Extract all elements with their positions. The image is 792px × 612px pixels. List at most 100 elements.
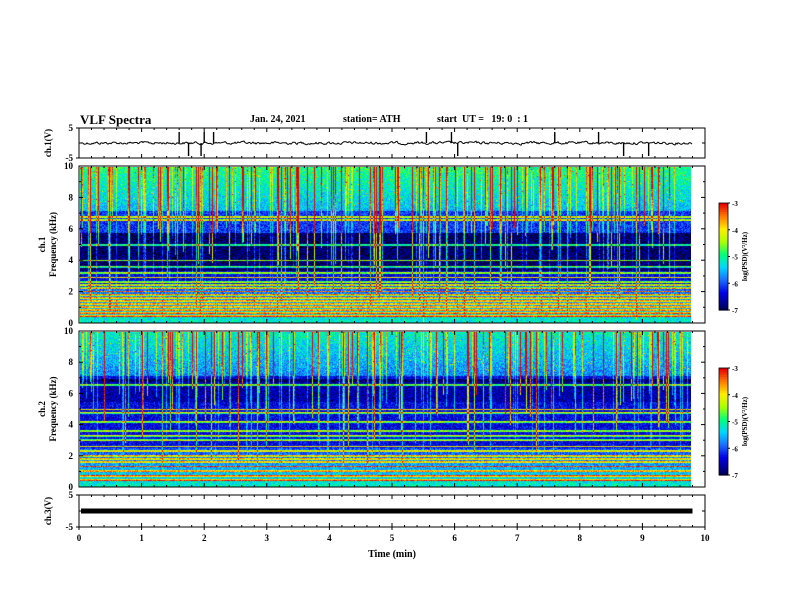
y-tick-label: 0 [69, 318, 74, 328]
colorbar-tick-label: -4 [732, 392, 738, 400]
ch1-waveform-trace [80, 140, 693, 146]
colorbar-swatch [719, 236, 728, 240]
colorbar-swatch [719, 414, 728, 417]
colorbar-swatch [719, 425, 728, 428]
colorbar-swatch [719, 466, 728, 469]
colorbar-swatch [719, 206, 728, 209]
colorbar-swatch [719, 265, 728, 268]
y-tick-label: -5 [66, 522, 74, 532]
colorbar-swatch [719, 252, 728, 256]
colorbar-swatch [719, 204, 728, 208]
x-tick-label: 7 [515, 533, 520, 543]
colorbar-swatch [719, 251, 728, 254]
colorbar-tick-label: -7 [732, 472, 738, 480]
colorbar-label: log(PSD)(V²/Hz) [741, 396, 749, 446]
colorbar-swatch [719, 442, 728, 446]
recording-date: Jan. 24, 2021 [250, 114, 306, 125]
colorbar-swatch [719, 410, 728, 414]
colorbar-tick-label: -3 [732, 200, 738, 208]
colorbar-tick-label: -5 [732, 419, 738, 427]
colorbar-swatch [719, 286, 728, 290]
colorbar-swatch [719, 400, 728, 403]
colorbar-swatch [719, 368, 728, 371]
chart-title: VLF Spectra [80, 112, 152, 127]
colorbar-swatch [719, 304, 728, 308]
colorbar-swatch [719, 439, 728, 442]
colorbar-swatch [719, 263, 728, 267]
colorbar-swatch [719, 297, 728, 300]
x-tick-label: 3 [265, 533, 270, 543]
colorbar-swatch [719, 292, 728, 295]
colorbar-swatch [719, 224, 728, 227]
colorbar-tick-label: -6 [732, 445, 738, 453]
colorbar-swatch [719, 380, 728, 383]
colorbar-swatch [719, 276, 728, 279]
colorbar-swatch [719, 299, 728, 302]
colorbar-swatch [719, 227, 728, 231]
colorbar-swatch [719, 428, 728, 432]
colorbar-swatch [719, 211, 728, 215]
colorbar-swatch [719, 268, 728, 272]
colorbar-swatch [719, 457, 728, 460]
colorbar-swatch [719, 308, 728, 311]
colorbar-swatch [719, 419, 728, 423]
colorbar-swatch [719, 249, 728, 252]
colorbar-swatch [719, 277, 728, 281]
y-tick-label: 6 [69, 388, 74, 398]
x-tick-label: 4 [327, 533, 332, 543]
x-tick-label: 1 [139, 533, 144, 543]
colorbar-swatch [719, 293, 728, 297]
colorbar-tick-label: -7 [732, 307, 738, 315]
colorbar-swatch [719, 417, 728, 421]
x-tick-label: 6 [452, 533, 457, 543]
colorbar-swatch [719, 226, 728, 229]
colorbar-swatch [719, 423, 728, 426]
start-time-label: start UT = 19: 0 : 1 [437, 114, 529, 125]
ch2-frequency-axis-label: Frequency (kHz) [48, 376, 58, 441]
colorbar-swatch [719, 467, 728, 471]
y-tick-label: 8 [69, 192, 74, 202]
colorbar-swatch [719, 455, 728, 458]
x-tick-label: 2 [202, 533, 207, 543]
colorbar-swatch [719, 219, 728, 222]
colorbar-swatch [719, 242, 728, 245]
colorbar-label: log(PSD)(V²/Hz) [741, 231, 749, 281]
ch1-axis-label: ch.1(V) [43, 129, 53, 157]
colorbar-swatch [719, 460, 728, 464]
y-tick-label: 2 [69, 287, 74, 297]
colorbar-swatch [719, 426, 728, 430]
ch1-frequency-axis-label: Frequency (kHz) [48, 212, 58, 277]
colorbar-swatch [719, 430, 728, 433]
x-axis-title: Time (min) [368, 549, 416, 560]
colorbar-swatch [719, 392, 728, 396]
y-tick-label: 2 [69, 451, 74, 461]
colorbar-swatch [719, 285, 728, 288]
colorbar-swatch [719, 213, 728, 217]
colorbar-swatch [719, 229, 728, 233]
colorbar-swatch [719, 210, 728, 213]
colorbar-swatch [719, 376, 728, 380]
colorbar-swatch [719, 288, 728, 291]
colorbar-swatch [719, 450, 728, 453]
x-tick-label: 8 [578, 533, 583, 543]
colorbar-swatch [719, 432, 728, 435]
colorbar-swatch [719, 394, 728, 398]
y-tick-label: 8 [69, 357, 74, 367]
ch2-channel-label: ch.2 [37, 401, 47, 417]
colorbar-swatch [719, 302, 728, 306]
colorbar-swatch [719, 238, 728, 242]
y-tick-label: 0 [69, 482, 74, 492]
colorbar-swatch [719, 306, 728, 309]
colorbar-swatch [719, 375, 728, 378]
colorbar-swatch [719, 403, 728, 407]
colorbar-swatch [719, 441, 728, 444]
colorbar-swatch [719, 270, 728, 274]
colorbar-swatch [719, 245, 728, 249]
ch3-axis-label: ch.3(V) [43, 497, 53, 525]
colorbar-swatch [719, 240, 728, 243]
colorbar-swatch [719, 416, 728, 419]
colorbar-swatch [719, 471, 728, 474]
ch1-colorbar: -3 -4 -5 -6 -7 log(PSD)(V²/Hz) [718, 200, 749, 315]
colorbar-swatch [719, 458, 728, 462]
colorbar-swatch [719, 369, 728, 373]
